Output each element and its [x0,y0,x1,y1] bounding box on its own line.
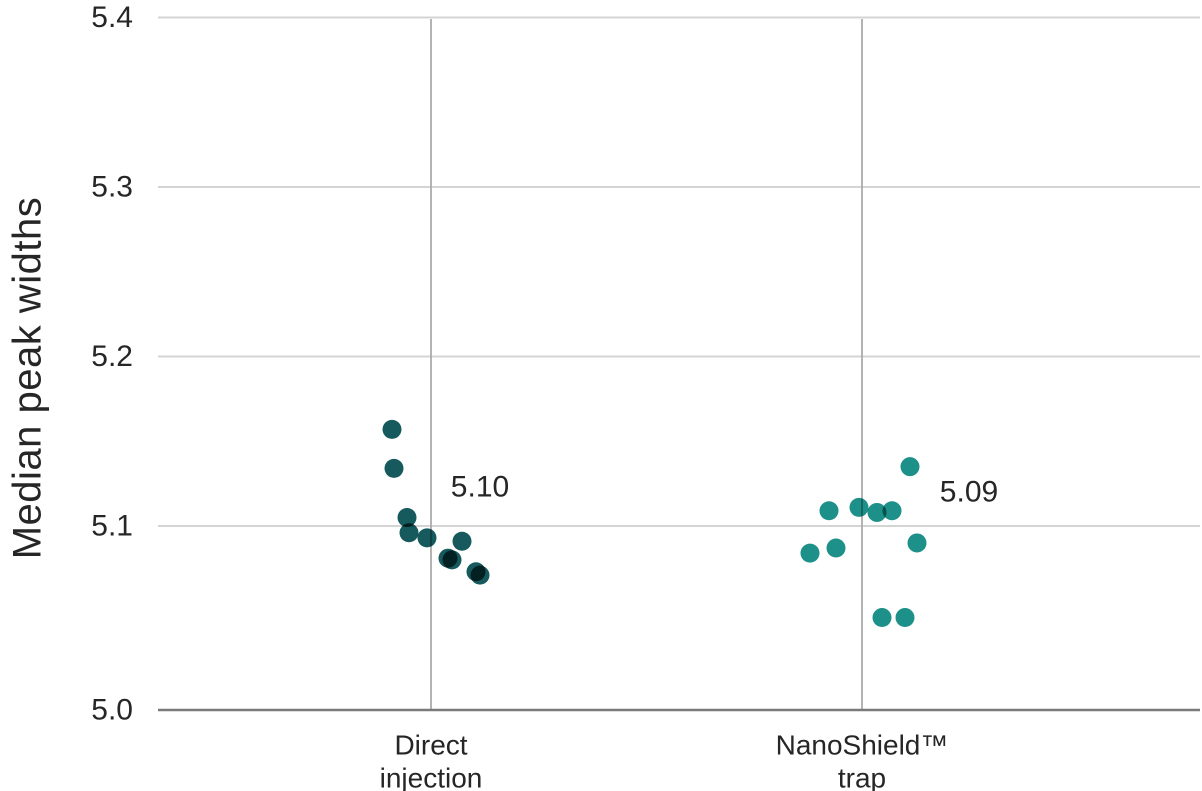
x-category-label-line: trap [838,763,886,791]
y-tick-label: 5.0 [91,694,133,727]
data-point [442,550,462,570]
mean-annotation: 5.09 [940,476,998,509]
data-point [384,458,404,478]
data-point [397,508,417,528]
x-category-label-line: injection [380,763,483,791]
y-tick-label: 5.1 [91,510,133,543]
data-point [452,531,472,551]
data-point [895,608,915,628]
data-point [382,419,402,439]
data-point [907,533,927,553]
mean-annotation: 5.10 [451,471,509,504]
x-category-label-line: Direct [394,730,467,761]
data-point [872,608,892,628]
data-point [882,501,902,521]
data-point [470,565,490,585]
x-category-label-line: NanoShield™ [776,730,949,761]
x-category-label: NanoShield™ trap [776,730,949,791]
y-tick-label: 5.2 [91,340,133,373]
data-point [900,457,920,477]
x-category-label: Direct injection [380,730,483,791]
data-point [399,523,419,543]
data-point [826,538,846,558]
data-point [849,497,869,517]
y-tick-label: 5.4 [91,1,133,34]
data-point [800,543,820,563]
data-point [417,528,437,548]
data-point [867,502,887,522]
data-point [819,501,839,521]
y-tick-label: 5.3 [91,171,133,204]
